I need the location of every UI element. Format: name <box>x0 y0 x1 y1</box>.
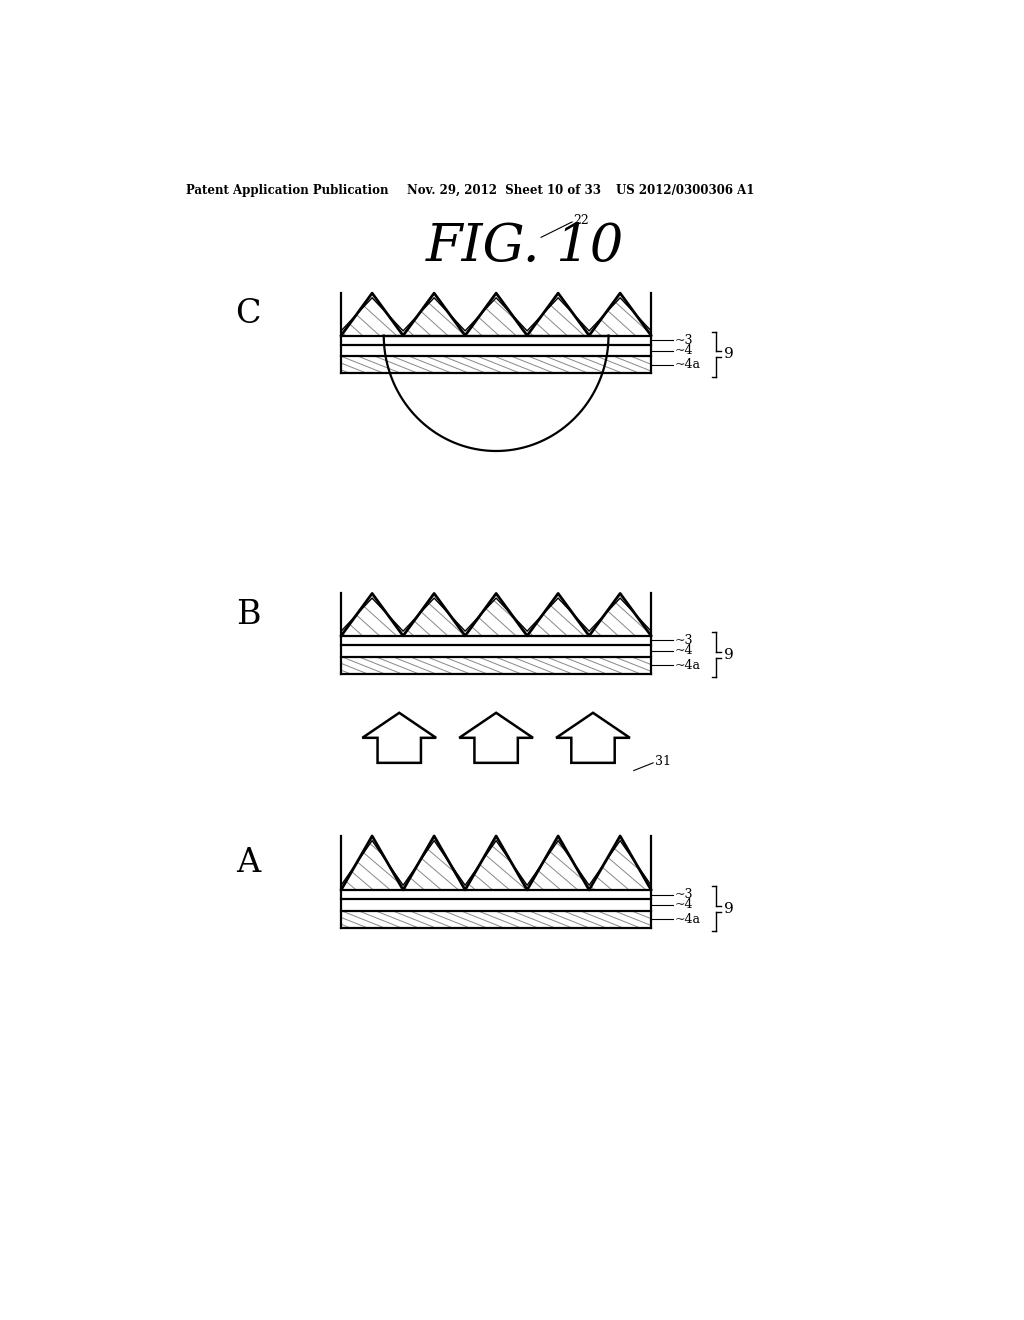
Text: US 2012/0300306 A1: US 2012/0300306 A1 <box>616 185 755 197</box>
Text: ~4: ~4 <box>675 345 693 356</box>
Text: ~3: ~3 <box>675 888 693 902</box>
Text: Patent Application Publication: Patent Application Publication <box>186 185 389 197</box>
Text: Nov. 29, 2012  Sheet 10 of 33: Nov. 29, 2012 Sheet 10 of 33 <box>407 185 601 197</box>
Text: ~4: ~4 <box>675 899 693 911</box>
Text: ~3: ~3 <box>675 334 693 347</box>
Text: 9: 9 <box>724 648 734 661</box>
Polygon shape <box>362 713 436 763</box>
Text: ~4: ~4 <box>675 644 693 657</box>
Text: ~4a: ~4a <box>675 659 700 672</box>
Text: A: A <box>236 847 260 879</box>
Polygon shape <box>341 836 651 890</box>
Text: FIG. 10: FIG. 10 <box>426 222 624 272</box>
Polygon shape <box>341 594 651 636</box>
Text: 22: 22 <box>573 214 590 227</box>
Text: ~4a: ~4a <box>675 358 700 371</box>
Text: ~3: ~3 <box>675 634 693 647</box>
Polygon shape <box>341 293 651 335</box>
Text: 31: 31 <box>654 755 671 768</box>
Text: ~4a: ~4a <box>675 912 700 925</box>
Text: B: B <box>236 599 260 631</box>
Text: 9: 9 <box>724 347 734 362</box>
Text: 9: 9 <box>724 902 734 916</box>
Polygon shape <box>459 713 534 763</box>
Text: C: C <box>236 298 261 330</box>
Polygon shape <box>556 713 630 763</box>
